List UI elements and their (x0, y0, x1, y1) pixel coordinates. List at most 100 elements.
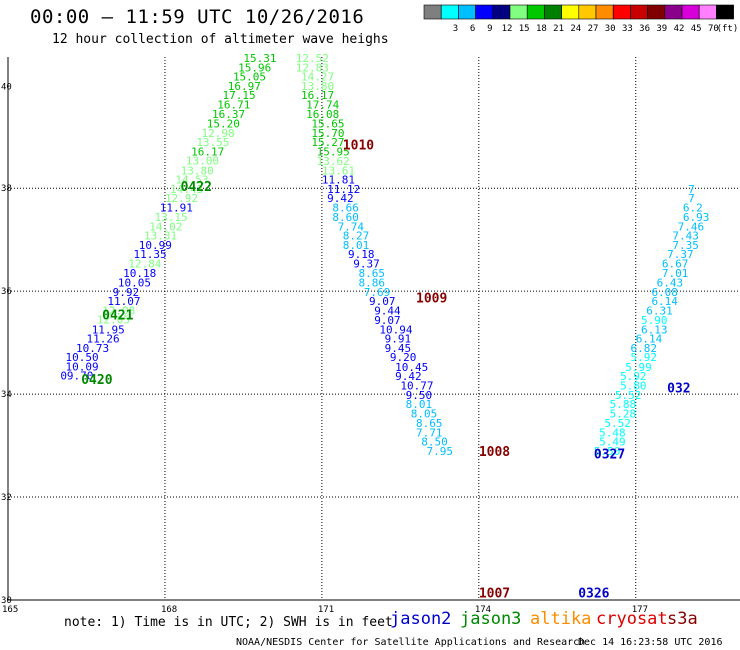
pass-annotation: 0420 (81, 373, 112, 388)
data-label-jason3: 11.26 (86, 333, 119, 346)
data-label-jason2: 9.50 (406, 389, 433, 402)
data-label-s3a: 6.67 (662, 258, 689, 271)
colorbar-label: 24 (570, 24, 581, 34)
colorbar-swatch (578, 4, 597, 20)
colorbar-swatch (612, 4, 631, 20)
data-label-jason2: 12.83 (296, 61, 329, 74)
chart-title: 00:00 – 11:59 UTC 10/26/2016 (30, 6, 365, 28)
data-label-jason3: 11.07 (107, 295, 140, 308)
data-label-s3a: 6.13 (641, 323, 668, 336)
data-label-s3a: 6.31 (646, 304, 673, 317)
colorbar-label: 42 (674, 24, 685, 34)
colorbar-unit: (ft) (717, 24, 739, 34)
data-label-jason3: 13.55 (196, 136, 229, 149)
colorbar-swatch (681, 4, 700, 20)
data-label-jason3: 14.43 (170, 183, 203, 196)
legend-altika: altika (530, 609, 591, 629)
pass-annotation: 1007 (479, 586, 510, 601)
data-label-s3a: 7.01 (662, 267, 689, 280)
data-label-s3a: 5.50 (594, 445, 621, 458)
colorbar-label: 12 (502, 24, 513, 34)
data-label-jason3: 16.97 (228, 80, 261, 93)
data-label-s3a: 6.08 (651, 286, 678, 299)
data-label-s3a: 6.14 (636, 333, 663, 346)
data-label-s3a: 7 (688, 183, 695, 196)
data-label-jason3: 10.09 (66, 360, 99, 373)
colorbar-swatch (664, 4, 683, 20)
data-label-jason2: 10.77 (400, 379, 433, 392)
data-label-s3a: 5.92 (631, 351, 658, 364)
data-label-jason2: 9.42 (327, 192, 354, 205)
y-tick-label: 40 (1, 82, 12, 92)
data-label-s3a: 5.80 (620, 379, 647, 392)
data-label-jason3: 12.98 (202, 127, 235, 140)
x-tick-label: 177 (632, 605, 648, 615)
data-label-jason2: 9.07 (374, 314, 401, 327)
data-label-jason2: 8.01 (343, 239, 370, 252)
data-label-jason3: 11.35 (134, 248, 167, 261)
colorbar-swatch (458, 4, 476, 20)
colorbar-swatch (440, 4, 459, 20)
data-label-jason2: 14.27 (301, 71, 334, 84)
data-label-s3a: 7.35 (672, 239, 699, 252)
data-label-jason2: 13.80 (301, 80, 334, 93)
colorbar-label: 70 (708, 24, 719, 34)
pass-annotation: 032 (667, 382, 690, 397)
colorbar-label: 36 (639, 24, 650, 34)
data-label-jason2: 9.20 (390, 351, 417, 364)
data-label-s3a: 7.46 (678, 220, 705, 233)
colorbar-swatch (630, 4, 648, 20)
data-label-jason3: 15.20 (207, 118, 240, 131)
data-label-jason3: 10.99 (139, 239, 172, 252)
data-label-jason3: 16.71 (217, 98, 250, 111)
data-label-jason2: 10.45 (395, 361, 428, 374)
data-label-jason3: 15.31 (243, 52, 276, 65)
x-tick-label: 171 (318, 605, 334, 615)
x-tick-label: 165 (2, 605, 18, 615)
data-label-jason3: 14.02 (149, 220, 182, 233)
data-label-jason3: 11.91 (160, 201, 193, 214)
data-label-jason2: 15.95 (317, 145, 350, 158)
pass-annotation: 0422 (181, 180, 212, 195)
data-label-jason2: 9.37 (353, 258, 380, 271)
colorbar-swatch (561, 4, 580, 20)
data-label-jason2: 15.65 (311, 118, 344, 131)
data-label-s3a: 6.93 (683, 211, 710, 224)
legend-cryosat: cryosat (596, 609, 668, 629)
data-label-s3a: 5.92 (620, 370, 647, 383)
data-label-jason3: 14.53 (175, 174, 208, 187)
y-tick-label: 36 (1, 287, 12, 297)
data-label-jason2: 7.74 (338, 220, 365, 233)
colorbar-swatch (698, 4, 717, 20)
data-label-s3a: 5.49 (599, 436, 626, 449)
data-label-jason2: 10.94 (379, 323, 412, 336)
legend-jason2: jason2 (390, 609, 451, 629)
chart-subtitle: 12 hour collection of altimeter wave hei… (52, 32, 389, 47)
data-label-jason3: 12.84 (128, 258, 161, 271)
data-label-jason3: 10.73 (76, 342, 109, 355)
data-label-jason2: 9.18 (348, 248, 375, 261)
data-label-jason2: 8.05 (411, 407, 438, 420)
data-label-jason3: 12.05 (97, 314, 130, 327)
data-label-jason2: 8.27 (343, 230, 370, 243)
colorbar-swatch (492, 4, 511, 20)
data-label-s3a: 6.82 (631, 342, 658, 355)
data-label-jason2: 8.65 (358, 267, 385, 280)
colorbar-label: 9 (487, 24, 492, 34)
data-label-s3a: 5.28 (610, 407, 637, 420)
data-label-s3a: 7.43 (672, 230, 699, 243)
data-label-jason2: 8.50 (421, 436, 448, 449)
data-label-jason3: 09.70 (60, 370, 93, 383)
data-label-jason2: 9.42 (395, 370, 422, 383)
colorbar-label: 15 (519, 24, 530, 34)
data-label-jason2: 16.08 (306, 108, 339, 121)
data-label-jason3: 10.50 (66, 351, 99, 364)
colorbar-label: 33 (622, 24, 633, 34)
data-label-jason2: 16.17 (301, 89, 334, 102)
data-label-jason2: 15.27 (311, 136, 344, 149)
y-tick-label: 30 (1, 596, 12, 606)
data-label-jason3: 16.17 (191, 145, 224, 158)
footer-source: NOAA/NESDIS Center for Satellite Applica… (236, 637, 585, 648)
data-label-jason3: 13.00 (186, 155, 219, 168)
x-tick-label: 174 (475, 605, 491, 615)
